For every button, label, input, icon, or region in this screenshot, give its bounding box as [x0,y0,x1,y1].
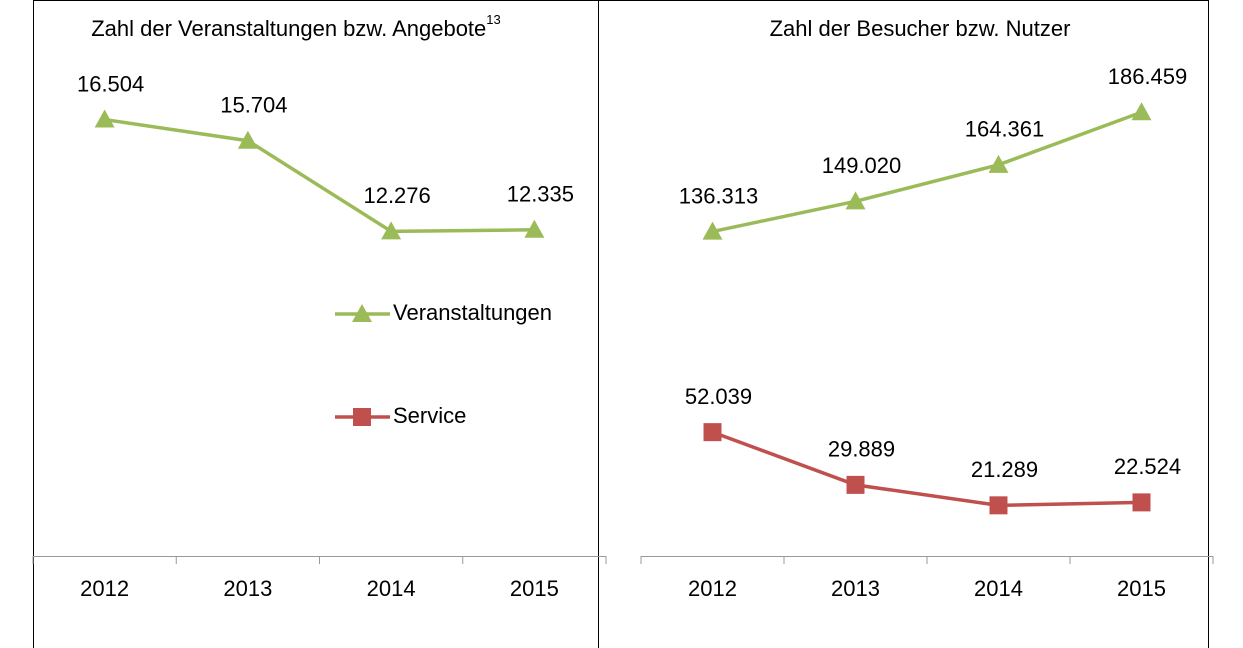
legend-label: Service [393,403,466,428]
title-text: Zahl der Veranstaltungen bzw. Angebote [91,16,486,41]
data-label: 12.335 [507,182,574,207]
marker [846,475,865,494]
marker [94,109,115,128]
marker [845,191,866,210]
marker [352,304,372,322]
data-label: 22.524 [1114,454,1181,479]
frame [33,0,1209,648]
x-tick-label: 2012 [80,576,129,601]
x-tick-label: 2015 [1117,576,1166,601]
series-line [104,117,535,234]
data-label: 29.889 [828,437,895,462]
x-tick-label: 2012 [688,576,737,601]
data-label: 164.361 [965,117,1045,142]
data-label: 186.459 [1108,64,1188,89]
marker [988,154,1009,173]
marker [237,130,258,149]
marker [989,496,1008,515]
data-label: 149.020 [822,153,902,178]
marker [1131,102,1152,121]
marker [524,219,545,238]
legend-label: Veranstaltungen [393,300,552,325]
x-tick-label: 2013 [223,576,272,601]
marker [702,221,723,240]
marker [381,221,402,240]
chart-title: Zahl der Besucher bzw. Nutzer [770,16,1071,41]
data-label: 16.504 [77,71,144,96]
x-tick-label: 2014 [367,576,416,601]
marker [353,408,371,426]
data-label: 12.276 [363,183,430,208]
marker [1132,493,1151,512]
x-tick-label: 2015 [510,576,559,601]
series-line [712,110,1143,234]
x-tick-label: 2014 [974,576,1023,601]
series-line [711,430,1142,508]
footnote-mark: 13 [486,12,500,27]
chart-title: Zahl der Veranstaltungen bzw. Angebote13 [91,12,501,40]
data-label: 52.039 [685,384,752,409]
data-label: 136.313 [679,183,759,208]
data-label: 21.289 [971,457,1038,482]
x-tick-label: 2013 [831,576,880,601]
marker [703,423,722,442]
data-label: 15.704 [220,93,287,118]
